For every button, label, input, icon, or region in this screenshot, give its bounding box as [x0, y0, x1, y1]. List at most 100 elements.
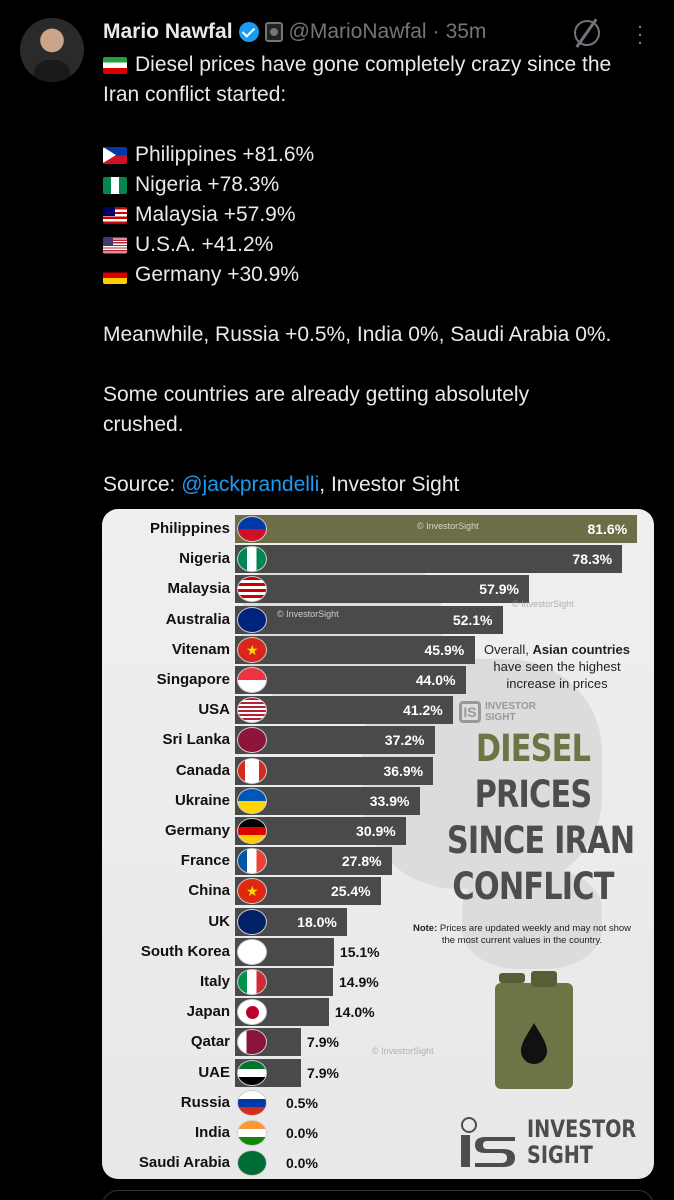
country-flag-icon: [237, 757, 267, 784]
bar-value-label: 0.0%: [286, 1155, 318, 1172]
bar-value-label: 30.9%: [356, 823, 396, 839]
country-flag-icon: [237, 667, 267, 693]
list-item: U.S.A. +41.2%: [103, 230, 663, 260]
more-options-icon[interactable]: · · ·: [636, 13, 644, 54]
bar-value-label: 18.0%: [297, 913, 337, 930]
verified-badge-icon: [238, 22, 259, 42]
country-flag-icon: [237, 697, 267, 724]
country-flag-icon: [237, 576, 267, 603]
bar-value-label: 81.6%: [587, 521, 628, 537]
country-flag-icon: ★: [237, 636, 267, 663]
text-line: Some countries are already getting absol…: [103, 383, 530, 436]
philippines-flag-icon: [103, 146, 127, 164]
bar-value-label: 0.5%: [286, 1094, 318, 1111]
country-flag-icon: [237, 787, 267, 814]
list-item: Nigeria +78.3%: [103, 170, 663, 200]
list-item: Philippines +81.6%: [103, 140, 663, 170]
title-line-1: DIESEL: [475, 727, 591, 770]
country-flag-icon: [237, 727, 267, 754]
infographic-image[interactable]: Philippines 81.6% Nigeria 78.3% Malaysia 57.9…: [102, 509, 654, 1179]
list-item: Germany +30.9%: [103, 260, 663, 290]
bar-value-label: 7.9%: [307, 1064, 339, 1081]
bar: [235, 756, 434, 785]
country-flag-icon: [237, 818, 267, 844]
bar-value-label: 37.2%: [384, 732, 425, 749]
note-label: Note:: [412, 923, 438, 934]
category-label: Australia: [165, 610, 230, 628]
bar: [235, 515, 638, 543]
overall-prefix: Overall,: [484, 642, 533, 657]
category-label: Canada: [175, 761, 230, 779]
text-line: Meanwhile, Russia +0.5%, India 0%, Saudi…: [103, 323, 612, 346]
list-item-text: Malaysia +57.9%: [135, 203, 296, 226]
logo-text-1: INVESTOR: [485, 701, 536, 712]
category-label: Ukraine: [174, 791, 230, 809]
bar: [235, 726, 435, 755]
watermark-text: © InvestorSight: [417, 521, 479, 531]
avatar[interactable]: [20, 18, 84, 82]
overall-note: Overall, Asian countries have seen the h…: [482, 641, 632, 692]
country-flag-icon: [237, 546, 267, 573]
bar-value-label: 14.9%: [339, 974, 379, 990]
bar: [235, 666, 466, 694]
separator: ·: [432, 20, 440, 43]
author-name[interactable]: Mario Nawfal: [103, 20, 233, 43]
category-label: Saudi Arabia: [138, 1154, 230, 1172]
note-body: Prices are updated weekly and may not sh…: [439, 923, 632, 946]
country-flag-icon: [237, 606, 267, 633]
bar-value-label: 15.1%: [339, 943, 380, 960]
title-line-3: SINCE IRAN: [446, 819, 635, 862]
bar: [235, 605, 503, 634]
text-line: Diesel prices have gone completely crazy…: [103, 50, 663, 80]
country-flag-icon: [237, 516, 267, 542]
post-text: Diesel prices have gone completely crazy…: [103, 50, 663, 500]
category-label: Singapore: [156, 671, 230, 688]
category-label: Nigeria: [179, 550, 230, 568]
next-post-edge: [102, 1190, 654, 1200]
watermark-text: © InvestorSight: [372, 1046, 434, 1056]
category-label: Russia: [180, 1093, 230, 1111]
grok-icon[interactable]: [574, 20, 600, 46]
source-line: Source: @jackprandelli , Investor Sight: [103, 470, 663, 500]
bar-value-label: 7.9%: [307, 1034, 339, 1051]
germany-flag-icon: [103, 266, 127, 284]
source-mention-link[interactable]: @jackprandelli: [181, 473, 320, 496]
bar-value-label: 27.8%: [341, 853, 382, 870]
title-line-2: PRICES: [474, 773, 593, 816]
note-text: Note: Prices are updated weekly and may …: [406, 923, 638, 947]
is-logo-icon: IS: [459, 701, 481, 723]
bar-value-label: 41.2%: [403, 702, 443, 719]
bar-value-label: 0.0%: [286, 1125, 318, 1141]
list-item-text: Philippines +81.6%: [135, 143, 315, 166]
post-time[interactable]: 35m: [445, 20, 487, 43]
bar: [235, 696, 454, 725]
usa-flag-icon: [103, 236, 127, 254]
country-flag-icon: [237, 1029, 267, 1056]
category-label: Japan: [186, 1003, 230, 1021]
bar: [235, 545, 623, 574]
bar-value-label: 78.3%: [572, 551, 613, 568]
small-is-logo: IS INVESTOR SIGHT: [459, 701, 536, 723]
overall-rest: have seen the highest increase in prices: [493, 659, 621, 691]
country-flag-icon: [237, 1059, 267, 1086]
country-flag-icon: [237, 969, 267, 995]
country-flag-icon: [237, 1150, 267, 1177]
bar-value-label: 52.1%: [452, 611, 493, 628]
author-handle[interactable]: @MarioNawfal: [288, 20, 427, 43]
category-label: Sri Lanka: [162, 731, 230, 749]
bar-value-label: 14.0%: [334, 1004, 375, 1021]
category-label: Italy: [199, 973, 230, 990]
malaysia-flag-icon: [103, 206, 127, 224]
overall-bold: Asian countries: [532, 642, 630, 657]
category-label: Malaysia: [167, 580, 230, 598]
country-flag-icon: [237, 1089, 267, 1116]
category-label: France: [180, 852, 230, 870]
bar-value-label: 45.9%: [424, 641, 465, 658]
post-header: Mario Nawfal @MarioNawfal · 35m: [103, 16, 486, 48]
category-label: South Korea: [140, 942, 230, 960]
source-prefix: Source:: [103, 473, 182, 496]
category-label: UK: [208, 912, 230, 930]
bar-value-label: 57.9%: [479, 581, 519, 598]
investor-sight-logo-icon: [461, 1117, 515, 1167]
country-flag-icon: [237, 999, 267, 1026]
